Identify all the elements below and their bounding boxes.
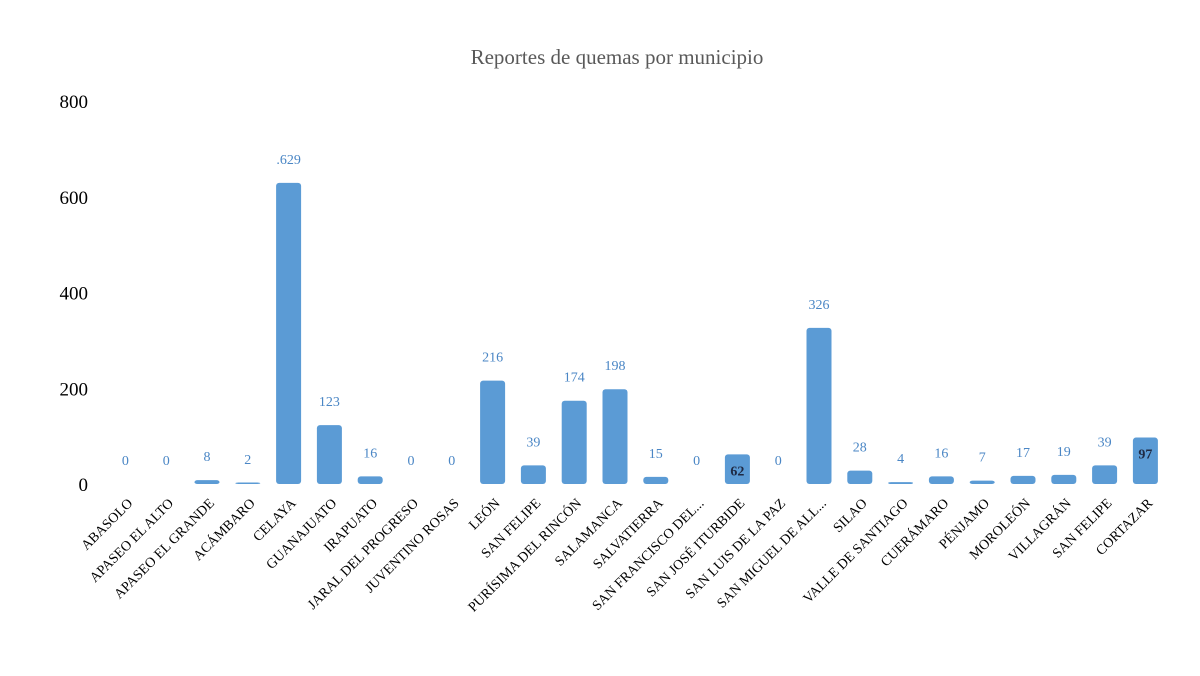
chart-title: Reportes de quemas por municipio: [471, 45, 764, 69]
bar: [928, 476, 954, 484]
data-label: 28: [853, 441, 867, 456]
bar: [1092, 465, 1118, 484]
data-label: 7: [979, 451, 986, 466]
y-tick-label: 800: [60, 92, 89, 113]
data-label: 174: [564, 371, 585, 386]
data-label: 39: [526, 435, 540, 450]
bar: [235, 482, 261, 484]
bar: [602, 389, 628, 484]
data-label: 19: [1057, 445, 1071, 460]
data-label: .629: [276, 153, 301, 168]
data-label: 2: [244, 453, 251, 468]
x-tick-label: CUERÁMARO: [877, 495, 952, 570]
bar: [194, 480, 220, 484]
bar: [1010, 475, 1036, 484]
bar: [888, 482, 914, 484]
data-label: 17: [1016, 446, 1030, 461]
data-label: 0: [122, 454, 129, 469]
y-tick-label: 0: [79, 475, 89, 496]
data-label: 0: [448, 454, 455, 469]
data-label: 8: [204, 450, 211, 465]
bar: [847, 470, 873, 484]
data-label: 62: [730, 464, 744, 479]
data-label: 0: [408, 454, 415, 469]
y-tick-label: 600: [60, 188, 89, 209]
bar: [357, 476, 383, 484]
bar: [561, 400, 587, 484]
bar: [316, 425, 342, 484]
data-label: 16: [934, 446, 948, 461]
x-tick-label: SILAO: [831, 496, 871, 536]
data-label: 97: [1138, 448, 1152, 463]
data-labels: 0 0 8 2 .629 123 16 0 0 216 39 174 198 15 0 62 0 326 28 4 16…: [122, 153, 1153, 479]
data-label: 4: [897, 452, 904, 467]
x-tick-label: GUANAJUATO: [264, 496, 340, 572]
bar: [806, 327, 832, 484]
data-label: 216: [482, 351, 503, 366]
bar: [969, 480, 995, 484]
y-axis: 0 200 400 600 800: [60, 92, 89, 496]
data-label: 326: [809, 298, 830, 313]
data-label: 0: [775, 454, 782, 469]
y-tick-label: 400: [60, 284, 89, 305]
bar: [520, 465, 546, 484]
bar: [1051, 474, 1077, 484]
x-tick-label: LEÓN: [465, 495, 503, 533]
bar: [1132, 437, 1158, 484]
bar: [643, 476, 669, 484]
data-label: 0: [693, 454, 700, 469]
bar: [276, 182, 302, 484]
data-label: 39: [1098, 435, 1112, 450]
bar: [480, 380, 506, 484]
x-tick-label: SALVATIERRA: [591, 496, 668, 573]
data-label: 123: [319, 395, 340, 410]
y-tick-label: 200: [60, 379, 89, 400]
bar: [724, 454, 750, 484]
data-label: 16: [363, 446, 377, 461]
data-label: 15: [649, 447, 663, 462]
bars: [194, 182, 1158, 484]
data-label: 0: [163, 454, 170, 469]
data-label: 198: [605, 359, 626, 374]
